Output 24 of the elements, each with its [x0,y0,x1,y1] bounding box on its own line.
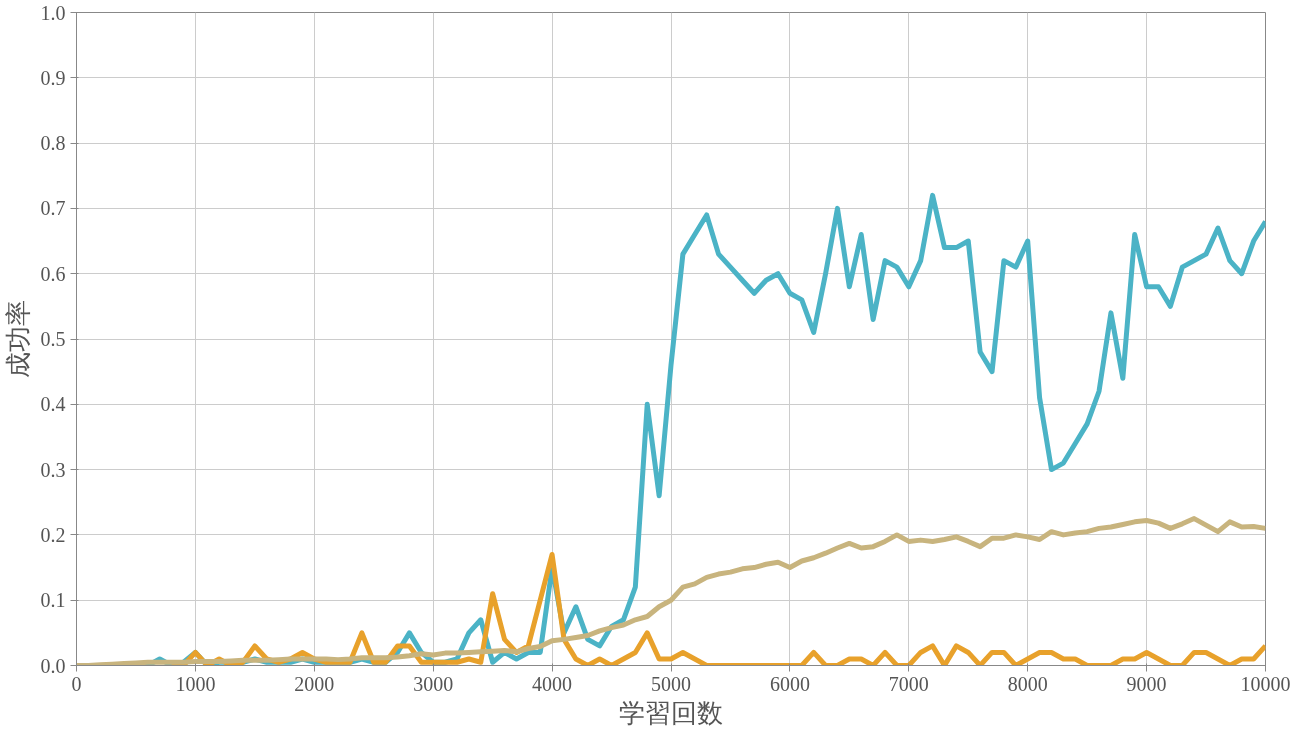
y-tick-label: 0.9 [40,66,66,89]
x-tick-label: 10000 [1240,672,1291,695]
y-axis-title: 成功率 [3,300,33,378]
x-tick-label: 3000 [413,672,454,695]
x-tick-label: 1000 [175,672,216,695]
x-tick-label: 2000 [294,672,335,695]
x-tick-label: 4000 [532,672,573,695]
y-tick-label: 0.6 [40,262,66,285]
y-tick-label: 0.5 [40,328,66,350]
y-tick-label: 1.0 [40,1,66,24]
y-tick-label: 0.2 [40,523,66,546]
y-tick-label: 0.7 [40,197,66,220]
y-tick-label: 0.4 [40,393,66,416]
y-tick-label: 0.1 [40,589,66,612]
x-tick-label: 5000 [651,672,691,695]
y-tick-label: 0.8 [40,132,66,155]
y-tick-label: 0.0 [40,654,66,677]
x-tick-label: 7000 [888,672,929,695]
x-axis-title: 学習回数 [619,698,723,728]
x-tick-label: 0 [71,672,82,695]
x-tick-label: 6000 [769,672,810,695]
x-tick-label: 9000 [1126,672,1167,695]
y-tick-label: 0.3 [40,458,66,481]
x-tick-label: 8000 [1007,672,1048,695]
